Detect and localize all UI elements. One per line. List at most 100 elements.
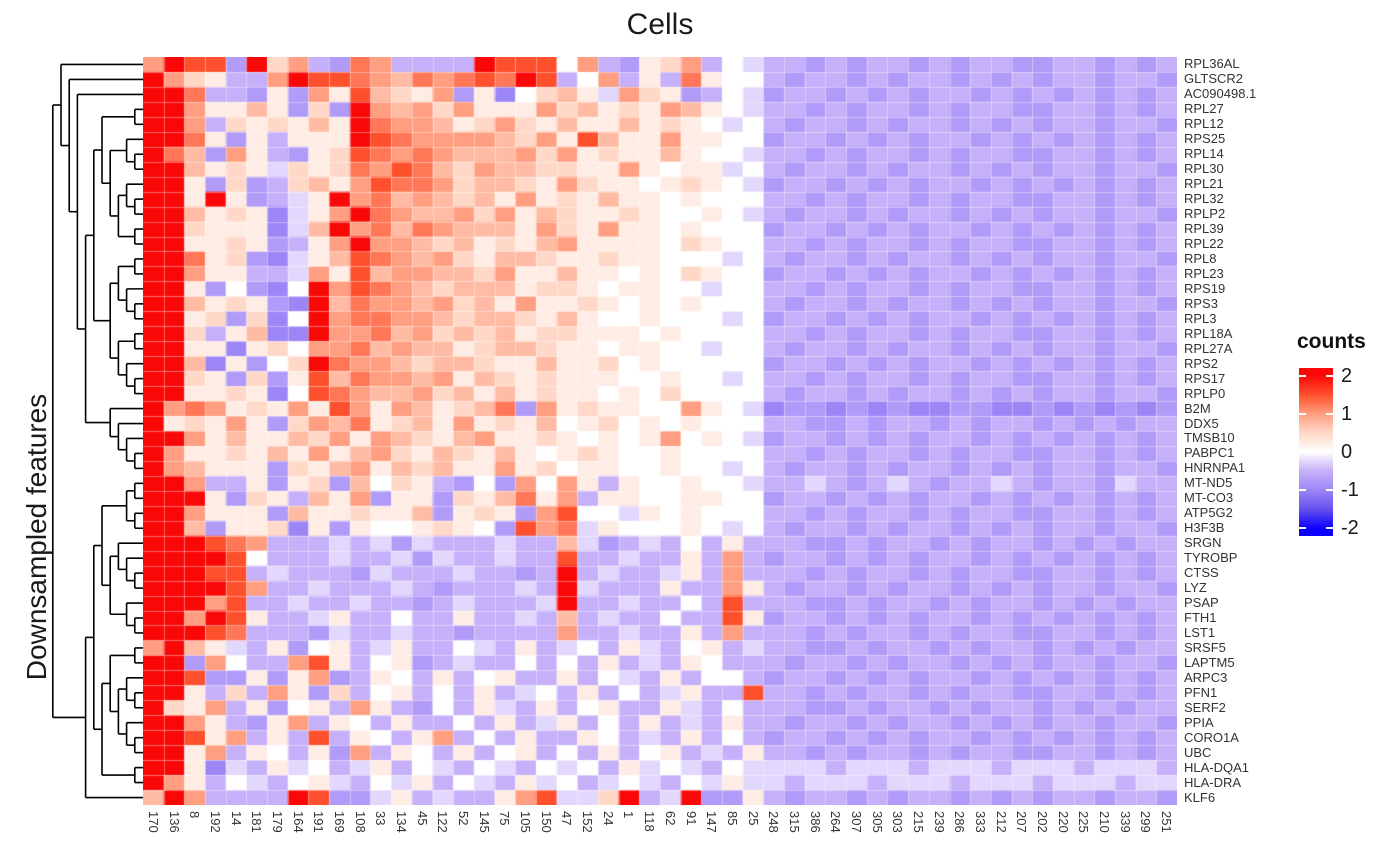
column-label: 181 — [249, 811, 265, 833]
row-label: LST1 — [1184, 624, 1216, 640]
column-label: 52 — [456, 811, 472, 826]
column-label: 225 — [1076, 811, 1092, 833]
column-label: 134 — [394, 811, 409, 833]
column-label: 207 — [1014, 811, 1030, 833]
column-label: 33 — [373, 811, 389, 826]
column-label: 305 — [869, 811, 885, 833]
column-label: 212 — [993, 811, 1009, 833]
column-label: 108 — [352, 811, 368, 833]
heatmap-canvas — [143, 57, 1177, 805]
row-label: RPL14 — [1184, 146, 1224, 162]
row-label: RPL18A — [1184, 325, 1233, 341]
column-label: 169 — [331, 811, 347, 833]
row-label: SRGN — [1184, 535, 1222, 551]
row-label: B2M — [1184, 400, 1211, 416]
column-label: 47 — [559, 811, 575, 826]
legend-tick-mark — [1326, 489, 1333, 492]
column-label: 251 — [1159, 811, 1175, 833]
row-label: RPL30 — [1184, 161, 1224, 177]
row-label: RPL32 — [1184, 191, 1224, 207]
column-label: 164 — [290, 811, 306, 833]
column-label: 264 — [828, 811, 844, 833]
row-label: UBC — [1184, 744, 1212, 760]
column-label: 145 — [476, 811, 492, 833]
row-label: KLF6 — [1184, 789, 1216, 805]
row-label: RPL8 — [1184, 250, 1217, 266]
column-label: 85 — [724, 811, 740, 826]
row-label: LYZ — [1184, 580, 1207, 596]
row-label: FTH1 — [1184, 610, 1217, 625]
row-dendrogram — [52, 63, 143, 799]
row-label: RPS2 — [1184, 355, 1218, 371]
column-label: 286 — [952, 811, 968, 833]
row-label: SRSF5 — [1184, 639, 1226, 655]
row-label: ATP5G2 — [1184, 505, 1233, 521]
column-label: 339 — [1117, 811, 1133, 833]
column-label: 303 — [890, 811, 906, 833]
row-label: HLA-DQA1 — [1184, 759, 1250, 775]
row-label: RPL39 — [1184, 221, 1224, 237]
legend-tick-mark — [1299, 412, 1306, 415]
row-label: RPL23 — [1184, 265, 1224, 281]
column-label: 24 — [600, 811, 616, 826]
row-label: H3F3B — [1184, 520, 1225, 536]
row-label: CTSS — [1184, 565, 1219, 581]
row-label: RPS19 — [1184, 280, 1226, 296]
column-label: 215 — [911, 811, 926, 833]
legend-tick-mark — [1326, 374, 1333, 377]
legend: counts 2 1 0 -1 -2 — [1297, 330, 1397, 538]
column-label: 192 — [207, 811, 223, 833]
column-label: 152 — [580, 811, 596, 833]
row-label: RPL3 — [1184, 310, 1217, 326]
column-label: 170 — [145, 811, 161, 833]
row-label: RPS3 — [1184, 295, 1218, 311]
column-label: 307 — [848, 811, 864, 833]
row-label: RPL21 — [1184, 176, 1224, 192]
row-label: PFN1 — [1184, 684, 1218, 700]
legend-tick-mark — [1326, 451, 1333, 453]
row-label: HLA-DRA — [1184, 774, 1242, 790]
row-label: RPS17 — [1184, 370, 1226, 386]
column-label: 299 — [1138, 811, 1154, 833]
row-label: RPLP2 — [1184, 206, 1226, 222]
row-label: MT-ND5 — [1184, 475, 1233, 491]
row-label: RPL22 — [1184, 236, 1224, 251]
column-label: 118 — [642, 811, 658, 832]
legend-tick-mark — [1326, 527, 1333, 530]
legend-tick-mark — [1326, 412, 1333, 415]
legend-tick-mark — [1299, 527, 1306, 530]
column-label: 239 — [931, 811, 947, 833]
row-label: RPLP0 — [1184, 385, 1226, 401]
row-label: RPL12 — [1184, 116, 1224, 132]
legend-tick-label: -2 — [1341, 517, 1359, 540]
column-label: 315 — [786, 811, 802, 833]
row-label: ARPC3 — [1184, 669, 1228, 685]
row-label: HNRNPA1 — [1184, 460, 1246, 476]
column-label: 150 — [538, 811, 554, 833]
column-label: 75 — [497, 811, 513, 826]
legend-tick-label: 0 — [1341, 441, 1353, 463]
column-label: 202 — [1035, 811, 1051, 833]
column-label: 210 — [1097, 811, 1113, 833]
legend-tick-mark — [1299, 451, 1306, 453]
legend-tick-label: 2 — [1341, 364, 1353, 387]
column-label: 14 — [228, 811, 244, 826]
column-label: 122 — [435, 811, 451, 833]
column-label: 386 — [807, 811, 823, 833]
row-label: DDX5 — [1184, 415, 1219, 431]
column-label: 62 — [662, 811, 678, 826]
row-label: PPIA — [1184, 714, 1214, 730]
column-label: 1 — [621, 811, 637, 819]
column-label: 248 — [766, 811, 782, 833]
row-label: MT-CO3 — [1184, 490, 1234, 506]
row-label: RPL36AL — [1184, 56, 1240, 72]
column-label: 179 — [269, 811, 285, 833]
row-label: RPS25 — [1184, 131, 1226, 147]
column-label: 8 — [187, 811, 203, 819]
legend-tick-label: -1 — [1341, 479, 1359, 502]
legend-tick-mark — [1299, 489, 1306, 492]
column-label: 136 — [166, 811, 182, 833]
row-label: RPL27A — [1184, 340, 1233, 356]
row-label: GLTSCR2 — [1184, 71, 1243, 87]
row-label: SERF2 — [1184, 699, 1226, 715]
